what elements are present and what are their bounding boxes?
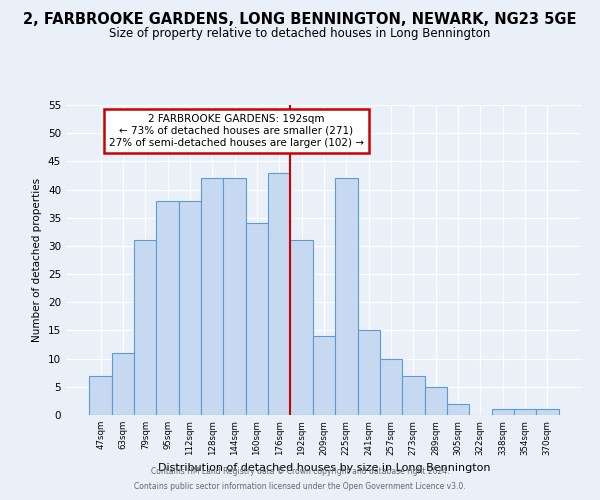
Bar bbox=[514, 410, 536, 415]
Bar bbox=[246, 224, 268, 415]
Bar bbox=[157, 201, 179, 415]
Bar bbox=[223, 178, 246, 415]
Bar bbox=[89, 376, 112, 415]
Bar bbox=[201, 178, 223, 415]
Bar bbox=[380, 358, 402, 415]
Bar bbox=[290, 240, 313, 415]
Bar bbox=[313, 336, 335, 415]
Y-axis label: Number of detached properties: Number of detached properties bbox=[32, 178, 43, 342]
Bar bbox=[134, 240, 157, 415]
Text: Contains HM Land Registry data © Crown copyright and database right 2024.: Contains HM Land Registry data © Crown c… bbox=[151, 467, 449, 476]
Bar bbox=[425, 387, 447, 415]
Bar bbox=[447, 404, 469, 415]
Bar bbox=[402, 376, 425, 415]
X-axis label: Distribution of detached houses by size in Long Bennington: Distribution of detached houses by size … bbox=[158, 463, 490, 473]
Text: 2, FARBROOKE GARDENS, LONG BENNINGTON, NEWARK, NG23 5GE: 2, FARBROOKE GARDENS, LONG BENNINGTON, N… bbox=[23, 12, 577, 28]
Bar bbox=[491, 410, 514, 415]
Bar bbox=[536, 410, 559, 415]
Text: 2 FARBROOKE GARDENS: 192sqm
← 73% of detached houses are smaller (271)
27% of se: 2 FARBROOKE GARDENS: 192sqm ← 73% of det… bbox=[109, 114, 364, 148]
Bar bbox=[112, 353, 134, 415]
Bar bbox=[268, 172, 290, 415]
Bar bbox=[358, 330, 380, 415]
Bar bbox=[179, 201, 201, 415]
Bar bbox=[335, 178, 358, 415]
Text: Size of property relative to detached houses in Long Bennington: Size of property relative to detached ho… bbox=[109, 28, 491, 40]
Text: Contains public sector information licensed under the Open Government Licence v3: Contains public sector information licen… bbox=[134, 482, 466, 491]
